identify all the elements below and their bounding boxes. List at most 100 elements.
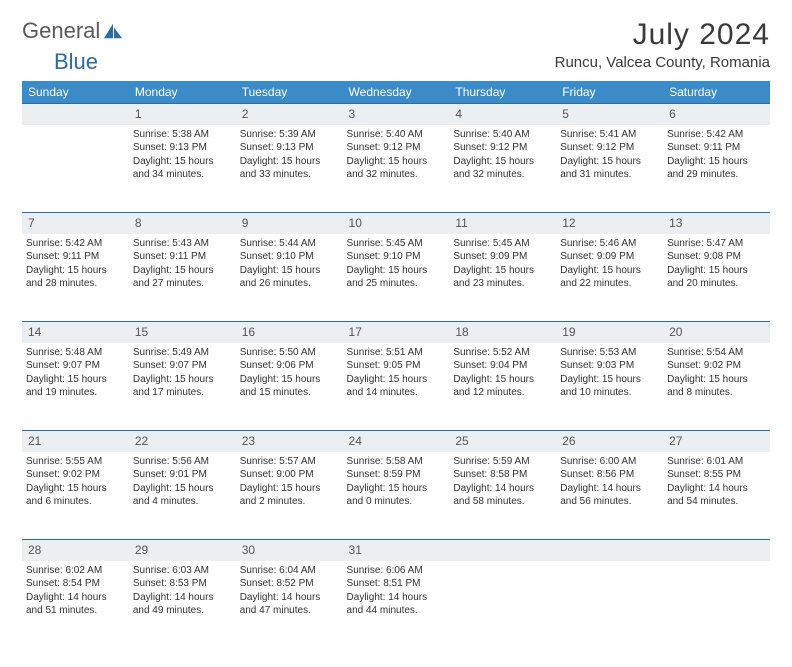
daylight-line: Daylight: 15 hours and 27 minutes. xyxy=(133,264,232,291)
calendar-page: General July 2024 Runcu, Valcea County, … xyxy=(0,0,792,667)
sunrise-line: Sunrise: 5:49 AM xyxy=(133,346,232,360)
day-detail: Sunrise: 5:44 AMSunset: 9:10 PMDaylight:… xyxy=(240,237,339,291)
day-number-cell: 8 xyxy=(129,213,236,234)
daylight-line: Daylight: 15 hours and 22 minutes. xyxy=(560,264,659,291)
day-number: 20 xyxy=(669,325,682,339)
day-number-cell: 23 xyxy=(236,431,343,452)
day-detail-cell xyxy=(663,561,770,649)
day-detail-cell: Sunrise: 5:40 AMSunset: 9:12 PMDaylight:… xyxy=(343,125,450,213)
sunset-line: Sunset: 8:58 PM xyxy=(453,468,552,482)
day-number-cell: 1 xyxy=(129,104,236,125)
sunset-line: Sunset: 9:10 PM xyxy=(347,250,446,264)
daylight-line: Daylight: 15 hours and 29 minutes. xyxy=(667,155,766,182)
daylight-line: Daylight: 15 hours and 8 minutes. xyxy=(667,373,766,400)
daylight-line: Daylight: 15 hours and 12 minutes. xyxy=(453,373,552,400)
day-number-cell: 17 xyxy=(343,322,450,343)
day-number-cell: 20 xyxy=(663,322,770,343)
day-number-cell: 11 xyxy=(449,213,556,234)
daylight-line: Daylight: 15 hours and 32 minutes. xyxy=(453,155,552,182)
daylight-line: Daylight: 14 hours and 51 minutes. xyxy=(26,591,125,618)
sunrise-line: Sunrise: 5:58 AM xyxy=(347,455,446,469)
daylight-line: Daylight: 15 hours and 14 minutes. xyxy=(347,373,446,400)
day-number: 7 xyxy=(28,216,35,230)
calendar-body: 123456 Sunrise: 5:38 AMSunset: 9:13 PMDa… xyxy=(22,104,770,649)
day-number-cell xyxy=(22,104,129,125)
weekday-header: Wednesday xyxy=(343,81,450,104)
daylight-line: Daylight: 15 hours and 32 minutes. xyxy=(347,155,446,182)
day-detail-cell: Sunrise: 5:46 AMSunset: 9:09 PMDaylight:… xyxy=(556,234,663,322)
day-detail: Sunrise: 5:54 AMSunset: 9:02 PMDaylight:… xyxy=(667,346,766,400)
day-number-cell: 24 xyxy=(343,431,450,452)
sunrise-line: Sunrise: 5:45 AM xyxy=(347,237,446,251)
day-number-cell: 26 xyxy=(556,431,663,452)
day-detail: Sunrise: 5:51 AMSunset: 9:05 PMDaylight:… xyxy=(347,346,446,400)
day-detail: Sunrise: 5:42 AMSunset: 9:11 PMDaylight:… xyxy=(26,237,125,291)
sunrise-line: Sunrise: 5:54 AM xyxy=(667,346,766,360)
sunset-line: Sunset: 8:51 PM xyxy=(347,577,446,591)
day-detail: Sunrise: 5:45 AMSunset: 9:09 PMDaylight:… xyxy=(453,237,552,291)
day-detail-cell: Sunrise: 5:39 AMSunset: 9:13 PMDaylight:… xyxy=(236,125,343,213)
sunset-line: Sunset: 8:53 PM xyxy=(133,577,232,591)
sunrise-line: Sunrise: 6:03 AM xyxy=(133,564,232,578)
sunset-line: Sunset: 8:56 PM xyxy=(560,468,659,482)
day-detail-cell: Sunrise: 5:42 AMSunset: 9:11 PMDaylight:… xyxy=(22,234,129,322)
day-detail: Sunrise: 6:06 AMSunset: 8:51 PMDaylight:… xyxy=(347,564,446,618)
day-number: 25 xyxy=(455,434,468,448)
daylight-line: Daylight: 15 hours and 23 minutes. xyxy=(453,264,552,291)
sunset-line: Sunset: 9:04 PM xyxy=(453,359,552,373)
day-detail: Sunrise: 5:59 AMSunset: 8:58 PMDaylight:… xyxy=(453,455,552,509)
day-number-cell: 13 xyxy=(663,213,770,234)
daylight-line: Daylight: 15 hours and 10 minutes. xyxy=(560,373,659,400)
detail-row: Sunrise: 5:48 AMSunset: 9:07 PMDaylight:… xyxy=(22,343,770,431)
daynum-row: 21222324252627 xyxy=(22,431,770,452)
day-number: 31 xyxy=(349,543,362,557)
daynum-row: 28293031 xyxy=(22,540,770,561)
day-detail-cell: Sunrise: 5:44 AMSunset: 9:10 PMDaylight:… xyxy=(236,234,343,322)
daynum-row: 123456 xyxy=(22,104,770,125)
sunset-line: Sunset: 9:00 PM xyxy=(240,468,339,482)
sunrise-line: Sunrise: 5:48 AM xyxy=(26,346,125,360)
day-number: 3 xyxy=(349,107,356,121)
day-number-cell: 16 xyxy=(236,322,343,343)
day-number-cell: 10 xyxy=(343,213,450,234)
sunrise-line: Sunrise: 5:45 AM xyxy=(453,237,552,251)
day-number-cell: 3 xyxy=(343,104,450,125)
day-detail: Sunrise: 5:53 AMSunset: 9:03 PMDaylight:… xyxy=(560,346,659,400)
daylight-line: Daylight: 15 hours and 26 minutes. xyxy=(240,264,339,291)
day-number: 27 xyxy=(669,434,682,448)
day-detail-cell: Sunrise: 5:59 AMSunset: 8:58 PMDaylight:… xyxy=(449,452,556,540)
sunrise-line: Sunrise: 5:55 AM xyxy=(26,455,125,469)
daylight-line: Daylight: 15 hours and 33 minutes. xyxy=(240,155,339,182)
sail-icon xyxy=(102,22,124,40)
sunset-line: Sunset: 9:11 PM xyxy=(667,141,766,155)
detail-row: Sunrise: 5:38 AMSunset: 9:13 PMDaylight:… xyxy=(22,125,770,213)
day-number: 5 xyxy=(562,107,569,121)
day-number-cell: 21 xyxy=(22,431,129,452)
day-number-cell: 19 xyxy=(556,322,663,343)
day-detail: Sunrise: 6:04 AMSunset: 8:52 PMDaylight:… xyxy=(240,564,339,618)
day-number: 26 xyxy=(562,434,575,448)
day-detail: Sunrise: 5:41 AMSunset: 9:12 PMDaylight:… xyxy=(560,128,659,182)
weekday-header: Sunday xyxy=(22,81,129,104)
day-detail: Sunrise: 6:02 AMSunset: 8:54 PMDaylight:… xyxy=(26,564,125,618)
day-detail-cell: Sunrise: 6:00 AMSunset: 8:56 PMDaylight:… xyxy=(556,452,663,540)
sunset-line: Sunset: 9:12 PM xyxy=(453,141,552,155)
day-number-cell: 4 xyxy=(449,104,556,125)
sunrise-line: Sunrise: 6:06 AM xyxy=(347,564,446,578)
day-number: 21 xyxy=(28,434,41,448)
day-detail: Sunrise: 5:47 AMSunset: 9:08 PMDaylight:… xyxy=(667,237,766,291)
day-number: 1 xyxy=(135,107,142,121)
daynum-row: 78910111213 xyxy=(22,213,770,234)
day-detail-cell: Sunrise: 6:04 AMSunset: 8:52 PMDaylight:… xyxy=(236,561,343,649)
sunrise-line: Sunrise: 5:38 AM xyxy=(133,128,232,142)
day-detail-cell: Sunrise: 5:55 AMSunset: 9:02 PMDaylight:… xyxy=(22,452,129,540)
logo-text-general: General xyxy=(22,18,100,44)
day-detail: Sunrise: 6:03 AMSunset: 8:53 PMDaylight:… xyxy=(133,564,232,618)
day-detail: Sunrise: 5:48 AMSunset: 9:07 PMDaylight:… xyxy=(26,346,125,400)
sunrise-line: Sunrise: 5:41 AM xyxy=(560,128,659,142)
day-detail: Sunrise: 5:43 AMSunset: 9:11 PMDaylight:… xyxy=(133,237,232,291)
daylight-line: Daylight: 15 hours and 0 minutes. xyxy=(347,482,446,509)
sunset-line: Sunset: 9:08 PM xyxy=(667,250,766,264)
day-detail-cell: Sunrise: 5:48 AMSunset: 9:07 PMDaylight:… xyxy=(22,343,129,431)
day-detail-cell: Sunrise: 5:57 AMSunset: 9:00 PMDaylight:… xyxy=(236,452,343,540)
